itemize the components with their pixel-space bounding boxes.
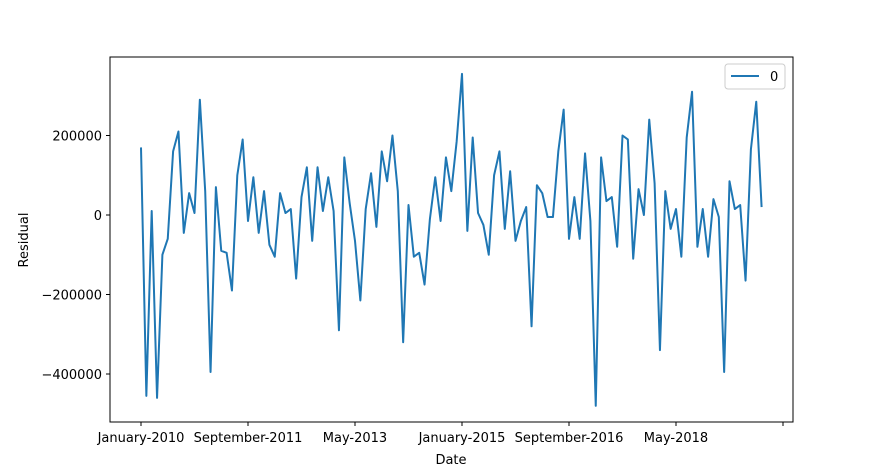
plot-area xyxy=(140,72,763,407)
x-tick-label: May-2018 xyxy=(644,431,708,446)
y-axis-ticks: −400000 −200000 0 200000 xyxy=(41,130,110,383)
y-tick-label: −200000 xyxy=(41,289,102,304)
x-tick-label: September-2016 xyxy=(515,431,624,446)
x-tick-label: January-2010 xyxy=(97,431,185,446)
legend-series-label: 0 xyxy=(770,70,778,85)
x-axis-label: Date xyxy=(435,453,466,468)
y-tick-label: −400000 xyxy=(41,368,102,383)
x-tick-label: May-2013 xyxy=(323,431,387,446)
x-axis-ticks: January-2010 September-2011 May-2013 Januar… xyxy=(97,422,784,446)
axes-frame xyxy=(109,56,794,423)
series-line-0 xyxy=(140,72,763,407)
y-tick-label: 200000 xyxy=(52,130,102,145)
y-axis-label: Residual xyxy=(17,213,32,268)
legend: 0 xyxy=(724,63,786,90)
x-tick-label: September-2011 xyxy=(194,431,303,446)
x-tick-label: January-2015 xyxy=(418,431,506,446)
y-tick-label: 0 xyxy=(94,209,102,224)
